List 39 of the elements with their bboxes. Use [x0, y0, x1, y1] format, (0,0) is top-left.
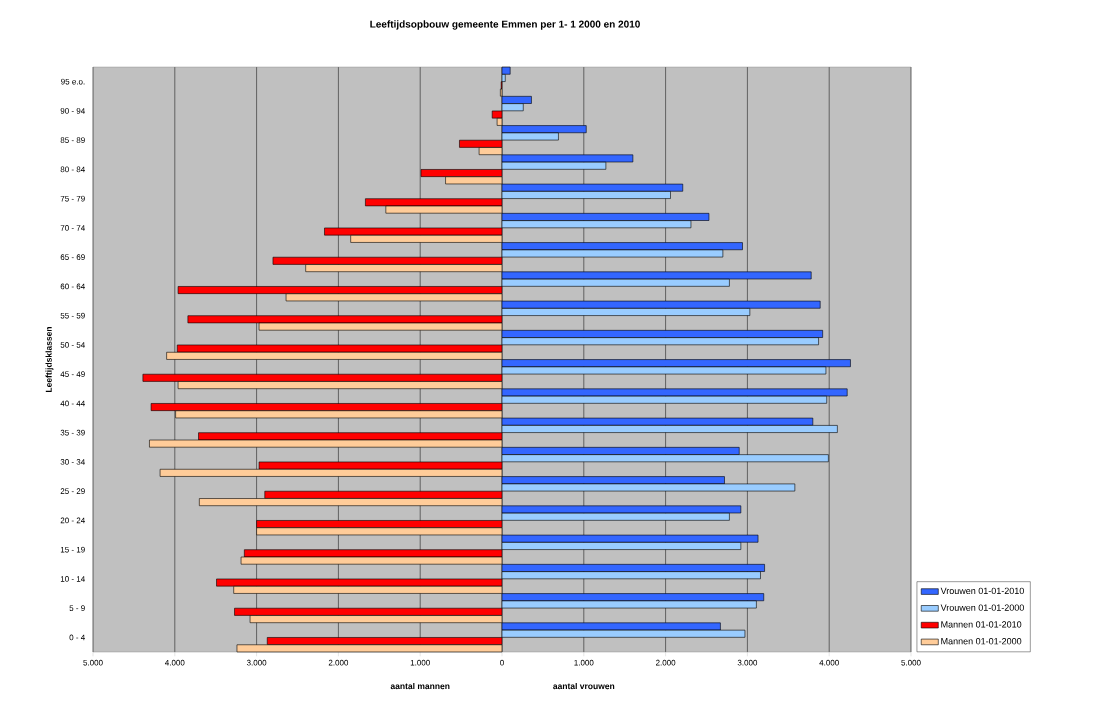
y-tick-label: 25 - 29	[60, 488, 85, 494]
x-tick-label: 1.000	[574, 659, 594, 666]
y-tick-label: 60 - 64	[60, 283, 85, 290]
y-tick-label: 20 - 24	[60, 517, 85, 524]
x-tick-label: 3.000	[246, 659, 267, 666]
x-tick-label: 1.000	[410, 659, 430, 666]
y-tick-label: 85 - 89	[60, 137, 85, 143]
x-tick-label: 2.000	[656, 659, 676, 666]
x-tick-label: 4.000	[164, 659, 185, 666]
x-tick-label: 2.000	[328, 659, 349, 666]
y-tick-label: 45 - 49	[60, 371, 85, 377]
y-tick-label: 35 - 39	[60, 429, 85, 436]
y-tick-label: 80 - 84	[60, 166, 85, 173]
y-axis-title: Leeftijdsklassen	[45, 326, 54, 393]
legend-label: Mannen 01-01-2010	[941, 621, 1022, 628]
x-axis-title: aantal mannen	[390, 682, 450, 690]
chart-title: Leeftijdsopbouw gemeente Emmen per 1- 1 2000 en 2010	[370, 20, 640, 30]
x-tick-label: 5.000	[83, 659, 103, 666]
x-tick-label: 4.000	[819, 659, 839, 666]
x-tick-label: 5.000	[901, 659, 921, 666]
y-tick-label: 90 - 94	[60, 108, 85, 114]
legend-label: Vrouwen 01-01-2000	[940, 604, 1024, 611]
y-tick-label: 0 - 4	[69, 634, 85, 641]
y-tick-label: 65 - 69	[60, 254, 85, 260]
y-tick-label: 50 - 54	[60, 342, 85, 348]
legend-label: Mannen 01-01-2000	[941, 638, 1022, 645]
y-tick-label: 40 - 44	[60, 400, 85, 407]
y-tick-label: 30 - 34	[60, 459, 85, 465]
y-tick-label: 10 - 14	[60, 576, 85, 582]
y-tick-label: 75 - 79	[60, 195, 85, 202]
y-tick-label: 55 - 59	[60, 312, 85, 319]
y-tick-label: 95 e.o.	[61, 78, 85, 85]
y-tick-label: 70 - 74	[60, 225, 85, 231]
text: aantal vrouwen	[553, 682, 615, 690]
legend-label: Vrouwen 01-01-2010	[940, 587, 1024, 595]
y-tick-label: 5 - 9	[69, 605, 85, 611]
y-tick-label: 15 - 19	[60, 546, 85, 553]
x-tick-label: 0	[500, 659, 504, 666]
x-tick-label: 3.000	[737, 659, 758, 666]
